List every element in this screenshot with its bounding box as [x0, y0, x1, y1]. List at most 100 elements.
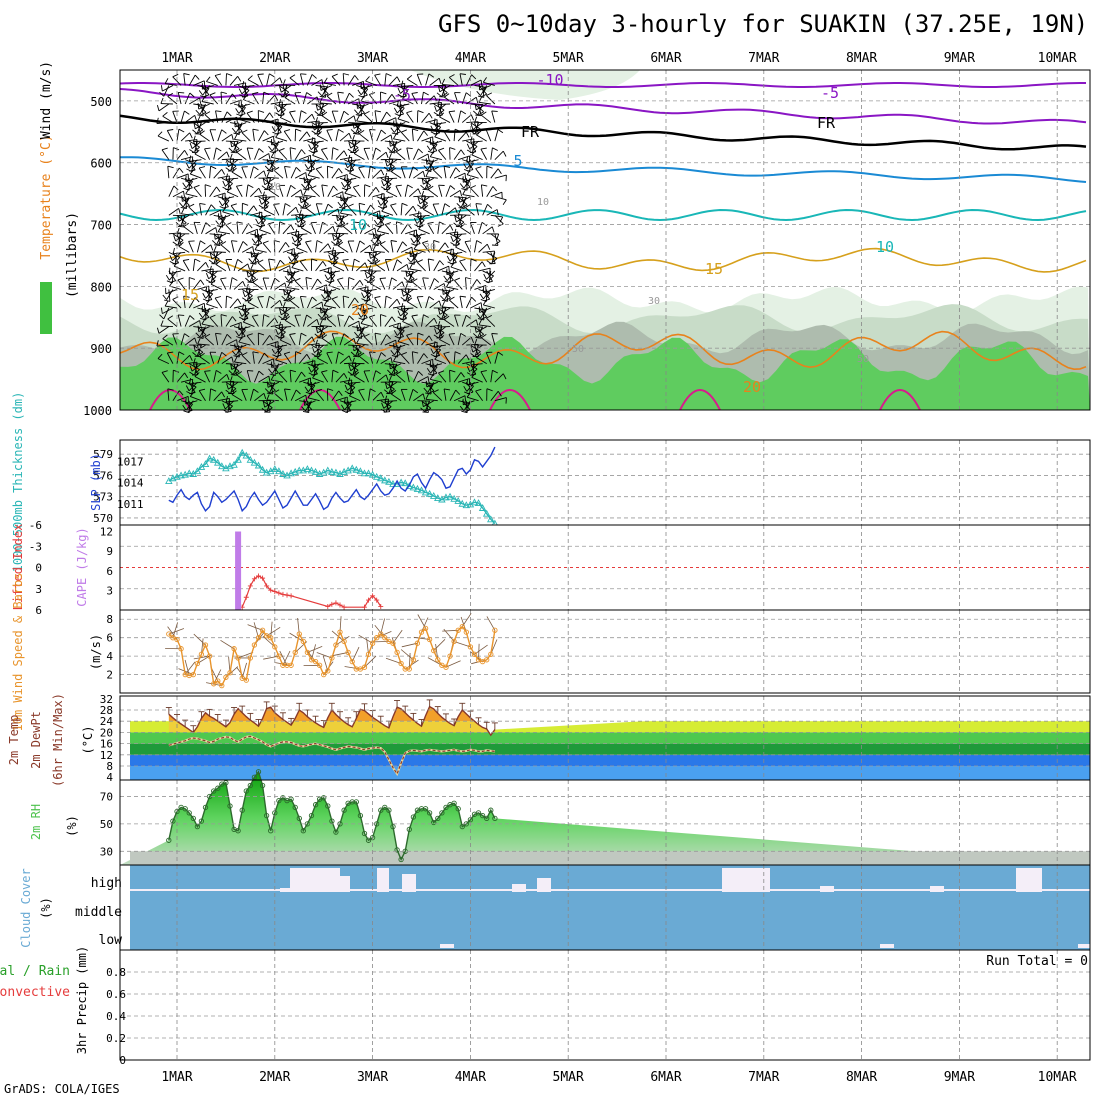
wind10m-point — [422, 625, 429, 632]
ylabel-dewpt2m: 2m DewPt — [29, 711, 43, 769]
wind-barb — [209, 129, 215, 142]
wind-barb — [190, 395, 202, 402]
wind-barb — [343, 115, 355, 123]
wind-barb — [294, 233, 304, 243]
wind-barb — [275, 132, 280, 138]
wind-barb — [232, 140, 239, 153]
wind-barb — [189, 132, 193, 139]
thickness-point — [417, 486, 426, 494]
wind10m-barb — [358, 634, 373, 644]
wind-barb — [279, 86, 282, 93]
wind10m-point — [206, 653, 213, 659]
wind-barb — [356, 342, 369, 346]
wind-barb — [453, 222, 459, 227]
wind-barb — [282, 224, 292, 235]
wind-barb — [278, 242, 286, 253]
wind-barb — [303, 336, 313, 346]
wind-barb — [342, 259, 349, 272]
wind-barb — [314, 360, 316, 367]
wind-barb — [188, 74, 196, 86]
wind-barb — [289, 334, 296, 346]
wind-barb — [360, 328, 365, 335]
wind-barb — [253, 166, 259, 171]
wind-barb — [340, 196, 353, 202]
wind-barb — [168, 232, 181, 235]
wind-barb — [194, 74, 200, 80]
wind-barb — [237, 298, 242, 305]
wind-barb — [194, 153, 206, 161]
rh2m-point — [300, 828, 306, 834]
wind-barb — [491, 252, 496, 265]
wind-barb — [189, 92, 195, 98]
wind-barb — [412, 166, 419, 171]
wind-barb — [422, 171, 426, 178]
wind-barb — [433, 341, 436, 348]
temp2m-tick: 4 — [106, 771, 113, 784]
lifted-index-point — [329, 601, 335, 607]
thickness-point — [397, 478, 405, 486]
wind-barb — [251, 316, 259, 327]
wind-barb — [433, 122, 443, 132]
wind-barb — [262, 191, 265, 198]
wind-barb — [288, 256, 293, 262]
rh-shade-upper — [410, 70, 640, 100]
wind-barb — [217, 373, 228, 383]
wind-barb — [340, 212, 353, 216]
wind-barb — [370, 251, 381, 259]
wind-barb — [350, 164, 356, 170]
wind-barb — [438, 300, 442, 307]
wind-barb — [341, 404, 345, 411]
wind-barb — [214, 296, 222, 299]
wind-barb — [470, 258, 477, 262]
wind-barb — [486, 92, 492, 96]
wind-barb — [336, 240, 342, 245]
wind-barb — [478, 267, 491, 272]
wind10m-barb — [262, 635, 276, 648]
wind-barb — [358, 388, 365, 391]
rh2m-point — [198, 818, 205, 824]
wind-barb — [233, 82, 246, 86]
wind-barb — [274, 282, 286, 290]
date-label-top: 5MAR — [553, 51, 584, 66]
wind-barb — [231, 363, 243, 370]
wind-barb — [394, 335, 401, 339]
wind10m-point — [337, 629, 343, 635]
wind-barb — [423, 400, 434, 408]
wind-barb — [366, 286, 369, 293]
wind-barb — [466, 180, 471, 187]
wind-barb — [471, 154, 483, 161]
wind-barb — [321, 147, 328, 150]
slp-tick: 1011 — [117, 498, 144, 511]
wind-barb — [445, 207, 456, 216]
wind-barb — [389, 166, 395, 171]
wind-barb — [241, 166, 247, 179]
wind-barb — [343, 110, 349, 116]
wind-barb — [480, 302, 483, 309]
wind-barb — [159, 91, 165, 97]
wind-barb — [221, 351, 227, 357]
wind10m-point — [178, 646, 184, 652]
wind-barb — [233, 133, 238, 140]
wind-barb — [465, 207, 475, 216]
wind-barb — [271, 126, 276, 132]
contour-label: 10 — [537, 197, 549, 208]
wind-barb — [425, 169, 432, 172]
wind-barb — [197, 114, 204, 117]
wind-barb — [229, 122, 242, 126]
thickness-point — [442, 493, 450, 501]
wind-barb — [417, 204, 423, 209]
wind-barb — [274, 317, 279, 324]
wind-barb — [353, 375, 365, 383]
wind-barb — [393, 122, 406, 127]
wind-barb — [353, 122, 365, 129]
wind-barb — [437, 265, 449, 272]
wind-barb — [327, 165, 334, 169]
wind-barb — [438, 308, 441, 315]
wind-barb — [454, 216, 457, 223]
wind-barb — [311, 124, 315, 131]
wind-barb — [205, 279, 212, 283]
wind-barb — [319, 84, 322, 91]
wind-barb — [189, 277, 196, 280]
wind-barb — [290, 167, 297, 179]
wind-barb — [434, 131, 439, 138]
